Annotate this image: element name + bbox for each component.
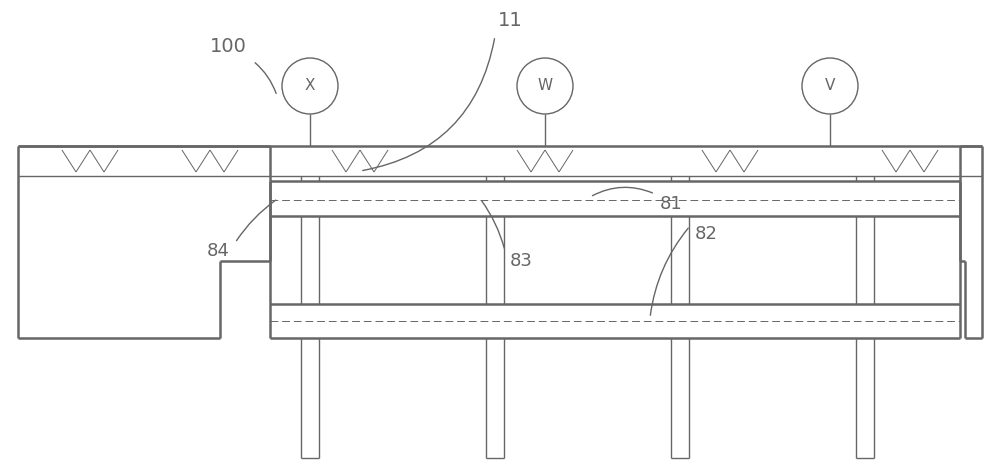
Text: X: X xyxy=(305,79,315,93)
Text: 83: 83 xyxy=(510,252,533,270)
Text: 81: 81 xyxy=(660,195,683,213)
Text: W: W xyxy=(537,79,553,93)
Text: 82: 82 xyxy=(695,225,718,243)
Text: 100: 100 xyxy=(210,37,246,56)
Text: 11: 11 xyxy=(498,11,522,30)
Text: V: V xyxy=(825,79,835,93)
Text: 84: 84 xyxy=(207,242,230,260)
